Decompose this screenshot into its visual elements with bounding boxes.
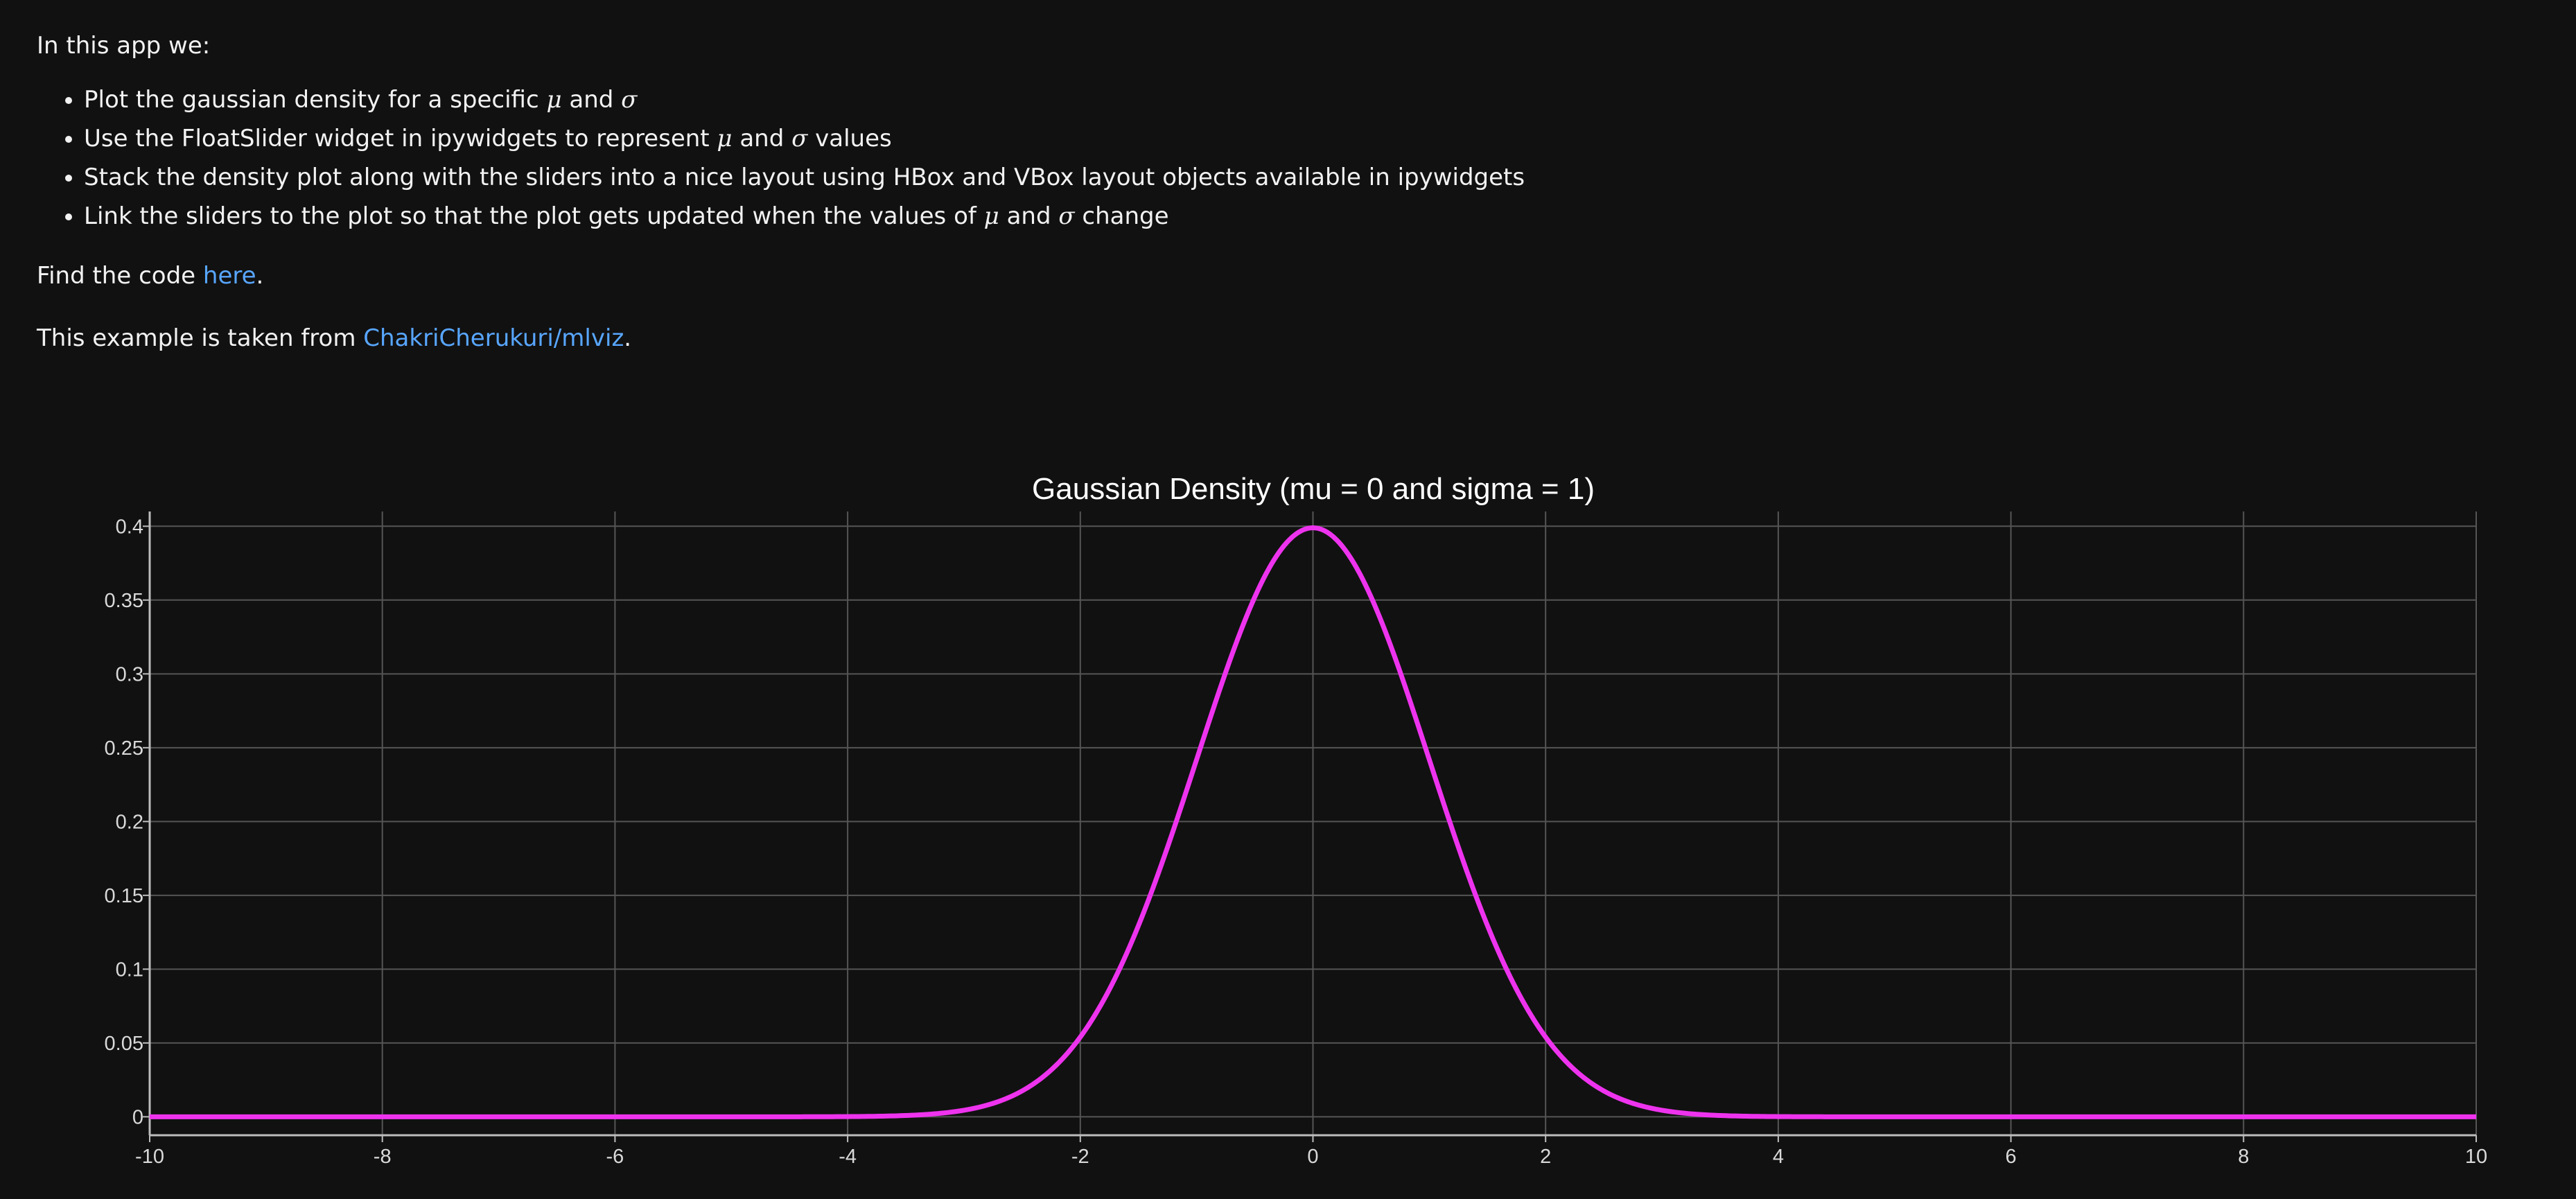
gaussian-density-chart: Gaussian Density (mu = 0 and sigma = 1) … bbox=[105, 472, 2488, 1168]
intro-text: In this app we: bbox=[37, 32, 211, 60]
sigma-symbol: σ bbox=[621, 86, 638, 114]
x-tick-label: -2 bbox=[1071, 1146, 1089, 1168]
y-tick-label: 0 bbox=[132, 1106, 143, 1128]
list-item: Link the sliders to the plot so that the… bbox=[84, 197, 2532, 236]
list-item-text: and bbox=[561, 86, 622, 114]
list-item: Plot the gaussian density for a specific… bbox=[84, 80, 2532, 119]
mu-symbol: μ bbox=[546, 86, 562, 114]
x-tick-label: 6 bbox=[2006, 1146, 2017, 1168]
x-tick-label: -10 bbox=[135, 1146, 164, 1168]
x-tick-label: 0 bbox=[1307, 1146, 1318, 1168]
list-item-text: and bbox=[999, 202, 1059, 230]
list-item-text: Stack the density plot along with the sl… bbox=[84, 164, 1525, 191]
list-item-text: Link the sliders to the plot so that the… bbox=[84, 202, 984, 230]
tick-labels: -10 -8 -6 -4 -2 0 2 4 6 8 10 0 0.05 0.1 0.15 0.2 0.25 0.3… bbox=[105, 516, 2488, 1168]
repo-link[interactable]: ChakriCherukuri/mlviz bbox=[363, 324, 624, 352]
density-line bbox=[150, 525, 2476, 1119]
description: In this app we: Plot the gaussian densit… bbox=[37, 26, 2532, 358]
plot-area bbox=[150, 525, 2476, 1119]
y-tick-label: 0.05 bbox=[105, 1033, 143, 1055]
list-item-text: Plot the gaussian density for a specific bbox=[84, 86, 547, 114]
chart-title: Gaussian Density (mu = 0 and sigma = 1) bbox=[1032, 472, 1595, 506]
x-tick-label: 8 bbox=[2238, 1146, 2249, 1168]
code-text: Find the code bbox=[37, 262, 203, 290]
list-item-text: Use the FloatSlider widget in ipywidgets… bbox=[84, 125, 717, 152]
feature-list: Plot the gaussian density for a specific… bbox=[37, 80, 2532, 236]
mu-symbol: μ bbox=[983, 202, 999, 230]
example-paragraph: This example is taken from ChakriCheruku… bbox=[37, 319, 2532, 358]
y-tick-label: 0.3 bbox=[116, 663, 143, 685]
x-tick-label: -4 bbox=[839, 1146, 857, 1168]
list-item-text: and bbox=[732, 125, 792, 152]
y-tick-label: 0.25 bbox=[105, 737, 143, 760]
x-tick-label: 2 bbox=[1540, 1146, 1551, 1168]
example-period: . bbox=[624, 324, 632, 352]
list-item: Use the FloatSlider widget in ipywidgets… bbox=[84, 119, 2532, 158]
x-tick-label: -6 bbox=[606, 1146, 624, 1168]
list-item: Stack the density plot along with the sl… bbox=[84, 158, 2532, 197]
y-tick-label: 0.2 bbox=[116, 811, 143, 833]
code-paragraph: Find the code here. bbox=[37, 256, 2532, 295]
list-item-text: change bbox=[1074, 202, 1169, 230]
y-tick-label: 0.4 bbox=[116, 516, 143, 538]
sigma-symbol: σ bbox=[1058, 202, 1075, 230]
y-tick-label: 0.1 bbox=[116, 959, 143, 981]
y-tick-label: 0.15 bbox=[105, 885, 143, 907]
grid bbox=[150, 511, 2477, 1135]
x-tick-label: 10 bbox=[2465, 1146, 2487, 1168]
example-text: This example is taken from bbox=[37, 324, 364, 352]
x-tick-label: 4 bbox=[1773, 1146, 1784, 1168]
sigma-symbol: σ bbox=[791, 125, 808, 152]
code-link[interactable]: here bbox=[202, 262, 256, 290]
list-item-text: values bbox=[807, 125, 892, 152]
x-tick-label: -8 bbox=[374, 1146, 392, 1168]
mu-symbol: μ bbox=[717, 125, 733, 152]
y-tick-label: 0.35 bbox=[105, 590, 143, 612]
code-period: . bbox=[256, 262, 264, 290]
